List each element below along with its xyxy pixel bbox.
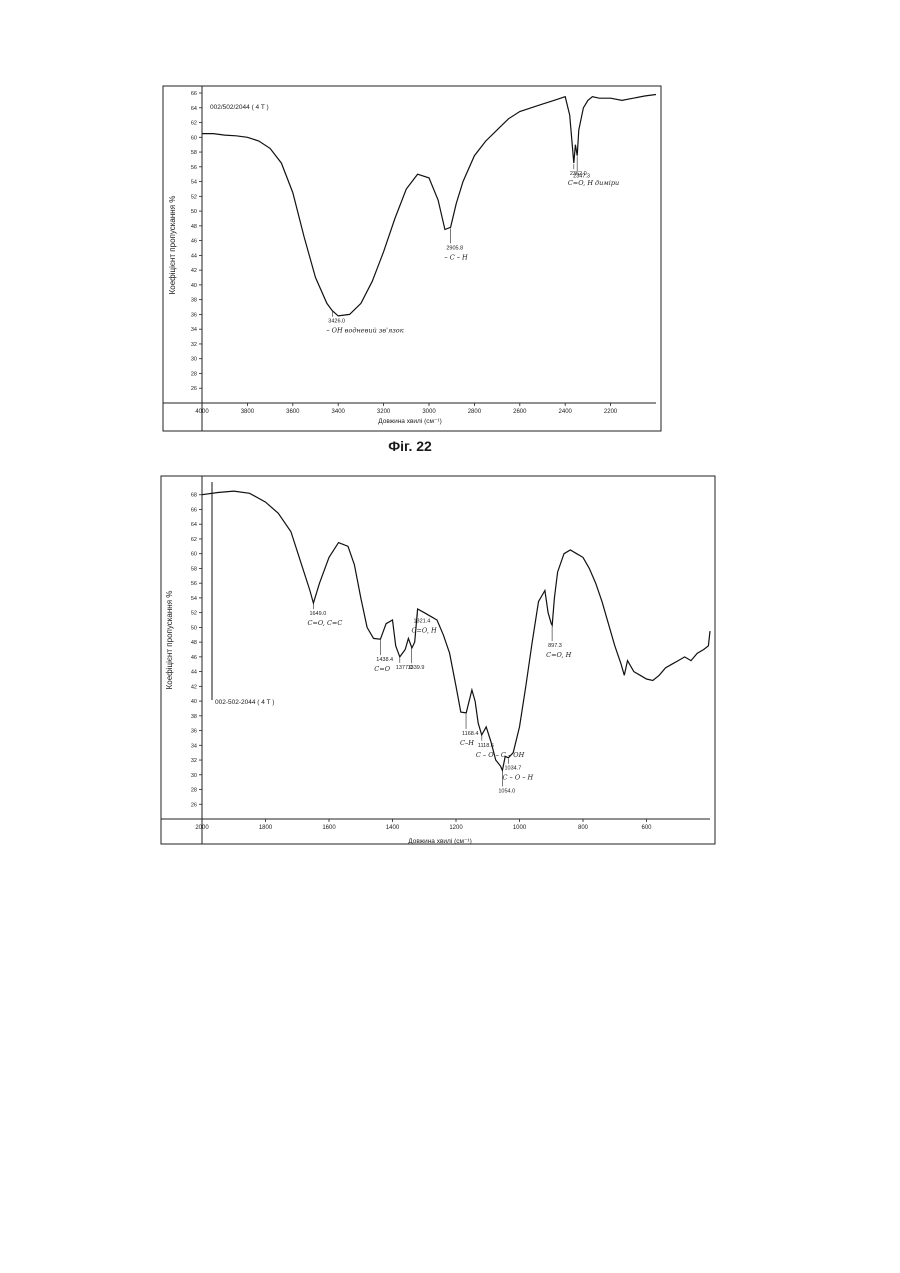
x-tick-label: 2000	[195, 825, 209, 831]
chart-frame	[161, 476, 715, 844]
peak-assignment-note: C=O, H	[411, 626, 437, 634]
sample-id-label: 002-502-2044 ( 4 T )	[215, 699, 274, 706]
ir-spectrum-chart-2: 26 28 30 32 34 36 38 40 42 44 46 48 50 52 54 56 58 60 62 64…	[0, 0, 900, 860]
peak-assignment-note: C–H	[460, 739, 474, 747]
peak-label: 1438.4	[376, 657, 393, 663]
y-tick-label: 36	[191, 729, 197, 735]
x-tick-label: 800	[578, 825, 589, 831]
y-tick-label: 58	[191, 566, 197, 572]
y-tick-label: 68	[191, 493, 197, 499]
x-tick-label: 1800	[259, 825, 273, 831]
peak-label: 1649.0	[309, 611, 326, 617]
peak-label: 1034.7	[504, 766, 521, 772]
y-tick-label: 42	[191, 684, 197, 690]
peak-assignment-note: C=O	[374, 665, 390, 673]
y-tick-label: 60	[191, 552, 197, 558]
y-tick-label: 30	[191, 773, 197, 779]
y-tick-label: 34	[191, 743, 197, 749]
y-tick-label: 66	[191, 507, 197, 513]
y-tick-label: 56	[191, 581, 197, 587]
y-tick-label: 46	[191, 655, 197, 661]
peak-label: 1339.9	[408, 665, 425, 671]
peak-assignment-note: C – O – C – OH	[476, 751, 525, 759]
y-tick-label: 38	[191, 714, 197, 720]
x-axis-label: Довжина хвилі (см⁻¹)	[408, 837, 471, 845]
peak-assignment-note: C=O, H	[546, 651, 572, 659]
y-tick-label: 26	[191, 802, 197, 808]
peak-label: 1168.4	[462, 731, 478, 737]
x-tick-label: 1000	[513, 825, 527, 831]
y-tick-label: 54	[191, 596, 197, 602]
y-tick-label: 50	[191, 625, 197, 631]
peak-assignment-note: C – O – H	[502, 774, 533, 782]
y-tick-label: 52	[191, 611, 197, 617]
y-tick-label: 44	[191, 670, 197, 676]
y-tick-label: 64	[191, 522, 197, 528]
peak-label: 1321.4	[413, 618, 430, 624]
x-tick-label: 1200	[449, 825, 463, 831]
y-tick-label: 48	[191, 640, 197, 646]
y-tick-label: 62	[191, 537, 197, 543]
peak-annotations: 1649.0C=O, C=C1438.4C=O1377.01339.91321.…	[307, 604, 571, 794]
peak-label: 897.3	[548, 643, 562, 649]
y-axis-label: Коефіцієнт пропускання %	[165, 591, 174, 690]
peak-label: 1054.0	[498, 788, 515, 794]
y-tick-label: 32	[191, 758, 197, 764]
spectrum-line	[202, 491, 710, 770]
x-tick-label: 1600	[322, 825, 336, 831]
y-tick-label: 40	[191, 699, 197, 705]
x-axis-ticks: 2000 1800 1600 1400 1200 1000 800 600	[195, 819, 652, 831]
x-tick-label: 1400	[386, 825, 400, 831]
y-tick-label: 28	[191, 788, 197, 794]
peak-assignment-note: C=O, C=C	[307, 619, 342, 627]
y-axis-ticks: 26 28 30 32 34 36 38 40 42 44 46 48 50 52 54 56 58 60 62 64…	[191, 493, 202, 809]
x-tick-label: 600	[641, 825, 652, 831]
peak-label: 1118.6	[478, 743, 494, 749]
